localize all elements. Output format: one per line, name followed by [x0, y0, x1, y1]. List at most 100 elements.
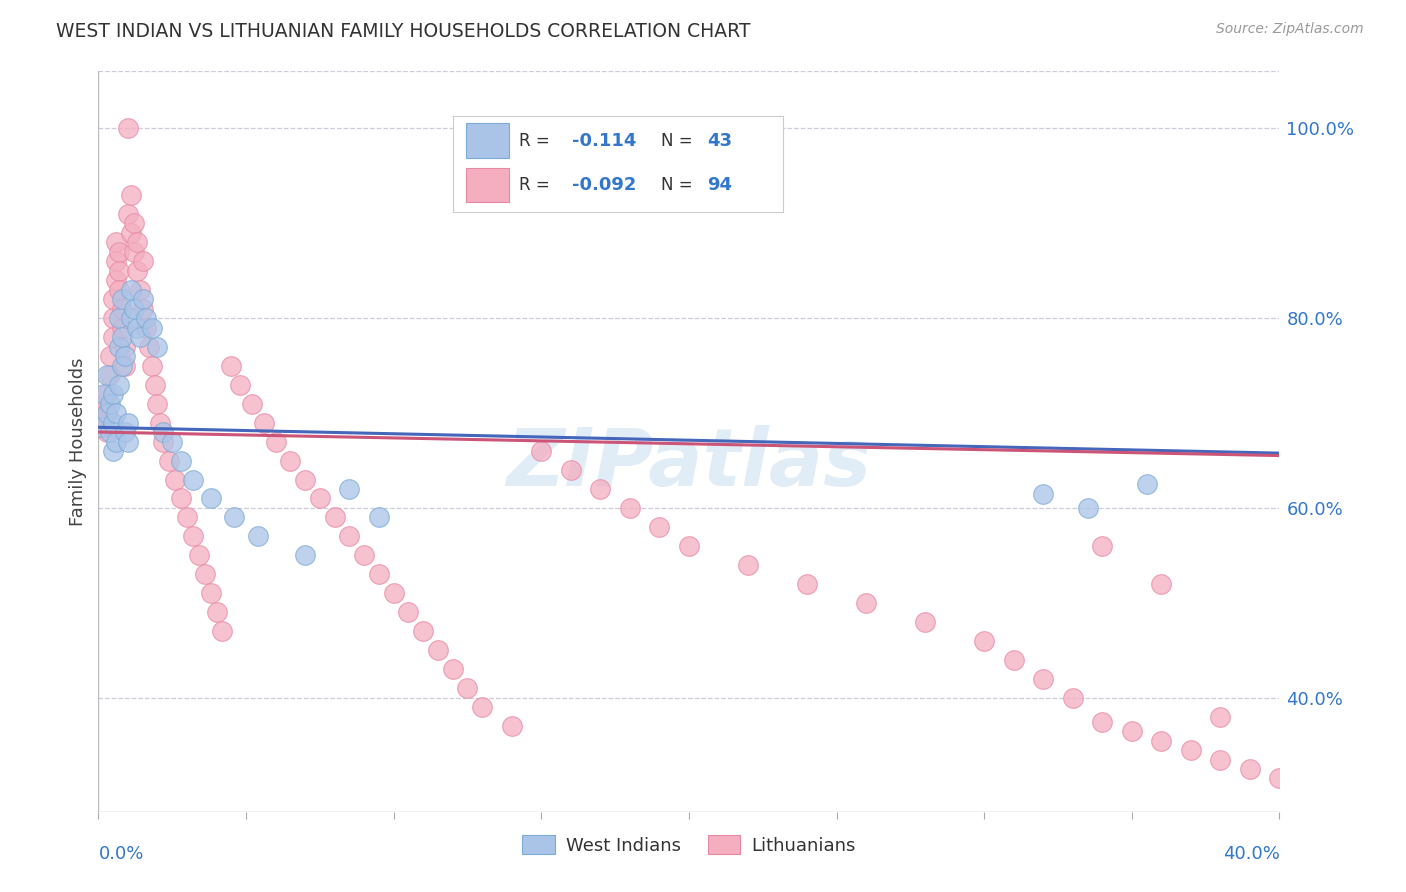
Point	[1062, 690, 1084, 705]
Point	[111, 292, 134, 306]
Point	[111, 301, 134, 316]
Point	[181, 529, 204, 543]
Point	[246, 529, 269, 543]
Point	[90, 406, 112, 420]
Point	[368, 510, 391, 524]
Text: WEST INDIAN VS LITHUANIAN FAMILY HOUSEHOLDS CORRELATION CHART: WEST INDIAN VS LITHUANIAN FAMILY HOUSEHO…	[56, 22, 751, 41]
Text: Source: ZipAtlas.com: Source: ZipAtlas.com	[1216, 22, 1364, 37]
Point	[117, 121, 139, 136]
Point	[146, 340, 169, 354]
Point	[108, 340, 131, 354]
Point	[170, 453, 193, 467]
Point	[1180, 743, 1202, 757]
Point	[973, 633, 995, 648]
Point	[125, 235, 148, 250]
Point	[187, 549, 209, 563]
Point	[105, 406, 128, 420]
Point	[648, 520, 671, 534]
Point	[122, 216, 145, 230]
Point	[132, 292, 155, 306]
Point	[122, 244, 145, 259]
Point	[589, 482, 612, 496]
Point	[117, 416, 139, 430]
Point	[1091, 714, 1114, 729]
Point	[103, 387, 125, 401]
Point	[120, 226, 142, 240]
Point	[93, 396, 115, 410]
Point	[1150, 577, 1173, 591]
Point	[1209, 710, 1232, 724]
Point	[501, 719, 523, 733]
Point	[105, 254, 128, 268]
Point	[309, 491, 332, 506]
Point	[398, 606, 420, 620]
Point	[98, 425, 121, 439]
Point	[96, 425, 118, 439]
Point	[382, 586, 405, 600]
Point	[111, 320, 134, 334]
Text: 0.0%: 0.0%	[98, 845, 143, 863]
Point	[229, 377, 252, 392]
Point	[108, 283, 131, 297]
Point	[152, 425, 174, 439]
Point	[103, 444, 125, 458]
Point	[111, 359, 134, 373]
Point	[181, 473, 204, 487]
Point	[96, 406, 118, 420]
Point	[93, 387, 115, 401]
Point	[108, 377, 131, 392]
Point	[98, 396, 121, 410]
Point	[157, 453, 180, 467]
Point	[294, 473, 316, 487]
Point	[90, 420, 112, 434]
Point	[855, 596, 877, 610]
Point	[98, 368, 121, 383]
Point	[211, 624, 233, 639]
Point	[441, 662, 464, 676]
Point	[135, 320, 157, 334]
Point	[264, 434, 287, 449]
Point	[1002, 653, 1025, 667]
Point	[128, 283, 150, 297]
Point	[138, 340, 160, 354]
Point	[117, 434, 139, 449]
Point	[294, 549, 316, 563]
Point	[111, 330, 134, 344]
Point	[96, 387, 118, 401]
Point	[1032, 487, 1054, 501]
Point	[103, 330, 125, 344]
Point	[200, 586, 222, 600]
Point	[353, 549, 375, 563]
Point	[103, 311, 125, 326]
Point	[122, 301, 145, 316]
Point	[114, 340, 136, 354]
Point	[1268, 772, 1291, 786]
Point	[146, 396, 169, 410]
Point	[128, 330, 150, 344]
Point	[1239, 762, 1261, 776]
Point	[132, 301, 155, 316]
Point	[678, 539, 700, 553]
Point	[339, 529, 361, 543]
Point	[200, 491, 222, 506]
Text: ZIPatlas: ZIPatlas	[506, 425, 872, 503]
Point	[152, 434, 174, 449]
Point	[105, 235, 128, 250]
Point	[108, 311, 131, 326]
Point	[125, 320, 148, 334]
Point	[471, 700, 494, 714]
Point	[132, 254, 155, 268]
Point	[1077, 500, 1099, 515]
Point	[114, 359, 136, 373]
Point	[108, 244, 131, 259]
Point	[96, 368, 118, 383]
Point	[103, 292, 125, 306]
Text: 40.0%: 40.0%	[1223, 845, 1279, 863]
Point	[412, 624, 434, 639]
Point	[280, 453, 302, 467]
Point	[141, 320, 163, 334]
Point	[120, 283, 142, 297]
Point	[143, 377, 166, 392]
Point	[221, 359, 243, 373]
Point	[240, 396, 263, 410]
